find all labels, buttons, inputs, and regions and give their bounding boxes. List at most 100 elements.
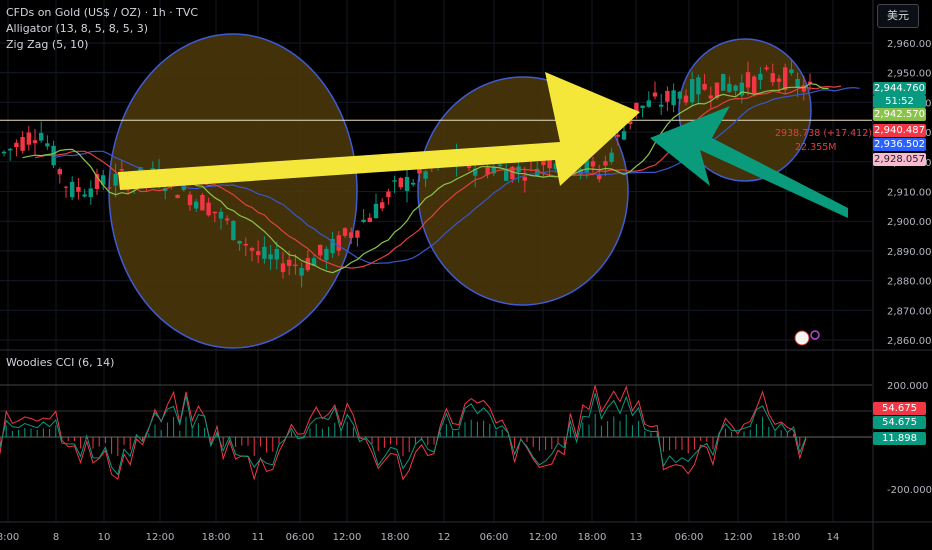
candle-body bbox=[659, 104, 664, 107]
candle-body bbox=[801, 85, 806, 92]
candle-body bbox=[39, 132, 44, 141]
candle-body bbox=[404, 176, 410, 191]
candle-body bbox=[119, 169, 124, 171]
candle-body bbox=[243, 243, 248, 246]
candle-body bbox=[88, 188, 93, 198]
candle-body bbox=[690, 79, 695, 103]
candle-body bbox=[640, 105, 645, 109]
candle-body bbox=[398, 177, 403, 188]
candle-body bbox=[770, 73, 775, 83]
indicator-alligator-legend[interactable]: Alligator (13, 8, 5, 8, 5, 3) bbox=[6, 22, 149, 35]
candle-body bbox=[708, 95, 713, 99]
price-axis-tick: 2,900.000 bbox=[887, 217, 932, 228]
candle-body bbox=[113, 173, 118, 186]
candle-body bbox=[547, 157, 552, 169]
time-axis-tick: 18:00 bbox=[578, 532, 607, 543]
candle-body bbox=[485, 167, 490, 175]
candle-body bbox=[336, 235, 341, 251]
candle-body bbox=[696, 77, 701, 95]
candle-body bbox=[94, 174, 100, 189]
candle-body bbox=[194, 201, 199, 209]
price-axis-tick: 2,910.000 bbox=[887, 188, 932, 199]
candle-body bbox=[411, 182, 416, 185]
symbol-title[interactable]: CFDs on Gold (US$ / OZ) · 1h · TVC bbox=[6, 6, 199, 19]
zigzag-volume-label: 22.355M bbox=[795, 142, 836, 153]
candle-body bbox=[231, 220, 236, 241]
candle-body bbox=[541, 158, 546, 166]
candle-body bbox=[262, 246, 267, 259]
turbo-cci-line bbox=[0, 393, 807, 476]
candle-body bbox=[671, 90, 676, 106]
candle-body bbox=[355, 230, 360, 238]
candle-body bbox=[739, 82, 744, 96]
candle-body bbox=[293, 264, 298, 267]
candle-body bbox=[274, 248, 279, 260]
candle-body bbox=[491, 166, 496, 174]
candle-body bbox=[330, 238, 335, 254]
candle-body bbox=[82, 194, 87, 197]
time-axis-tick: 12 bbox=[438, 532, 451, 543]
time-axis-tick: 12:00 bbox=[724, 532, 753, 543]
candle-body bbox=[423, 171, 428, 179]
candle-body bbox=[510, 166, 515, 180]
candle-body bbox=[522, 176, 527, 181]
oscillator-title[interactable]: Woodies CCI (6, 14) bbox=[6, 356, 115, 369]
candle-body bbox=[70, 181, 75, 198]
candle-body bbox=[287, 259, 292, 266]
price-axis-tick: 2,890.000 bbox=[887, 247, 932, 258]
candle-body bbox=[268, 254, 273, 260]
candle-body bbox=[578, 169, 583, 175]
price-tag: 51:52 bbox=[873, 95, 926, 108]
price-axis-tick: 2,860.000 bbox=[887, 336, 932, 347]
candle-body bbox=[634, 102, 639, 113]
candle-body bbox=[187, 194, 193, 206]
candle-body bbox=[807, 81, 813, 84]
candle-body bbox=[200, 194, 205, 211]
candle-body bbox=[20, 137, 25, 151]
candle-body bbox=[652, 92, 658, 97]
time-axis-tick: 06:00 bbox=[286, 532, 315, 543]
candle-body bbox=[758, 73, 763, 80]
indicator-zigzag-legend[interactable]: Zig Zag (5, 10) bbox=[6, 38, 89, 51]
time-axis-tick: 18:00 bbox=[381, 532, 410, 543]
candle-body bbox=[727, 83, 732, 92]
candle-body bbox=[783, 67, 788, 90]
price-tag: 2,940.487 bbox=[873, 124, 926, 137]
candle-body bbox=[32, 140, 38, 144]
candle-body bbox=[535, 168, 540, 176]
cci-axis-tick: 200.000 bbox=[887, 381, 928, 392]
candle-body bbox=[280, 263, 286, 273]
teal-arrow bbox=[650, 106, 848, 218]
time-axis-tick: 11 bbox=[252, 532, 265, 543]
candle-body bbox=[212, 211, 217, 214]
candle-body bbox=[76, 186, 81, 192]
candle-body bbox=[256, 251, 261, 256]
candle-body bbox=[299, 268, 304, 276]
candle-body bbox=[206, 202, 211, 216]
candle-body bbox=[597, 174, 602, 180]
time-axis-tick: 13 bbox=[630, 532, 643, 543]
cci-value-tag: 54.675 bbox=[873, 402, 926, 415]
candle-body bbox=[380, 202, 385, 209]
price-tag: 2,928.057 bbox=[873, 153, 926, 166]
time-axis-tick: 14 bbox=[827, 532, 840, 543]
candle-body bbox=[584, 160, 589, 173]
candle-body bbox=[702, 84, 707, 90]
candle-body bbox=[745, 72, 751, 88]
candle-body bbox=[504, 169, 509, 181]
candle-body bbox=[45, 143, 50, 147]
time-axis-tick: 12:00 bbox=[333, 532, 362, 543]
currency-button[interactable]: 美元 bbox=[877, 4, 919, 28]
yellow-arrow bbox=[118, 72, 640, 190]
candle-body bbox=[646, 100, 651, 107]
candle-body bbox=[218, 211, 224, 219]
price-axis-tick: 2,960.000 bbox=[887, 39, 932, 50]
candle-body bbox=[8, 148, 13, 151]
alligator-teeth-line bbox=[34, 85, 842, 269]
candle-body bbox=[318, 244, 323, 256]
candle-body bbox=[367, 217, 372, 223]
event-marker-icon bbox=[810, 330, 820, 340]
candle-body bbox=[26, 132, 31, 145]
candle-body bbox=[175, 194, 180, 199]
